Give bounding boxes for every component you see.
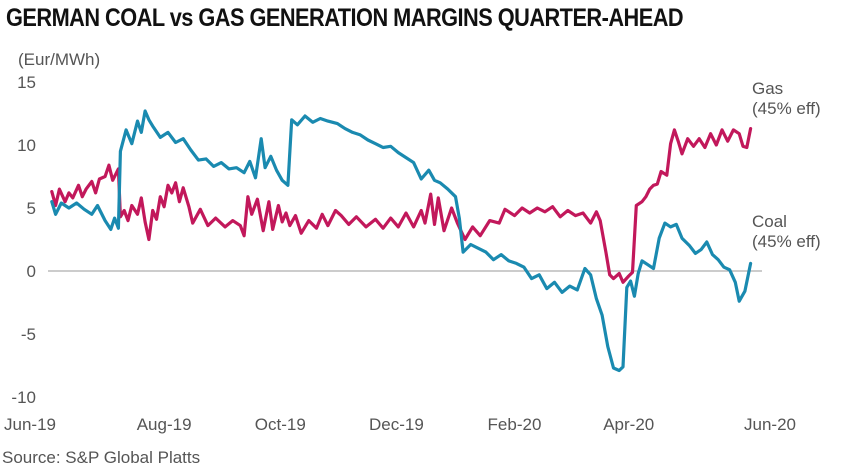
series-label-coal: (45% eff): [752, 232, 821, 251]
series-line-coal: [50, 109, 753, 373]
series-lines: [50, 109, 753, 373]
series-labels: Gas(45% eff)Coal(45% eff): [752, 79, 821, 251]
y-tick-label: 5: [27, 199, 36, 218]
line-chart: 15 10 5 0 -5 -10 Jun-19 Aug-19 Oct-19 Dec-19 Feb-…: [4, 73, 821, 434]
y-tick-label: 10: [17, 136, 36, 155]
x-tick-label: Jun-19: [4, 415, 56, 434]
series-line-gas: [50, 127, 753, 284]
y-tick-label: -10: [11, 388, 36, 407]
y-tick-label: 15: [17, 73, 36, 92]
x-tick-label: Aug-19: [137, 415, 192, 434]
x-tick-label: Apr-20: [603, 415, 654, 434]
y-tick-label: -5: [21, 325, 36, 344]
x-axis-ticks: Jun-19 Aug-19 Oct-19 Dec-19 Feb-20 Apr-20 Jun-…: [4, 415, 796, 434]
series-label-gas: (45% eff): [752, 99, 821, 118]
x-tick-label: Dec-19: [369, 415, 424, 434]
x-tick-label: Oct-19: [255, 415, 306, 434]
y-axis-unit-label: (Eur/MWh): [18, 50, 101, 69]
x-tick-label: Jun-20: [744, 415, 796, 434]
chart-title: GERMAN COAL vs GAS GENERATION MARGINS QU…: [6, 4, 684, 32]
x-tick-label: Feb-20: [488, 415, 542, 434]
series-label-coal: Coal: [752, 212, 787, 231]
source-note: Source: S&P Global Platts: [2, 448, 201, 467]
series-label-gas: Gas: [752, 79, 783, 98]
y-tick-label: 0: [27, 262, 36, 281]
y-axis-ticks: 15 10 5 0 -5 -10: [11, 73, 36, 407]
